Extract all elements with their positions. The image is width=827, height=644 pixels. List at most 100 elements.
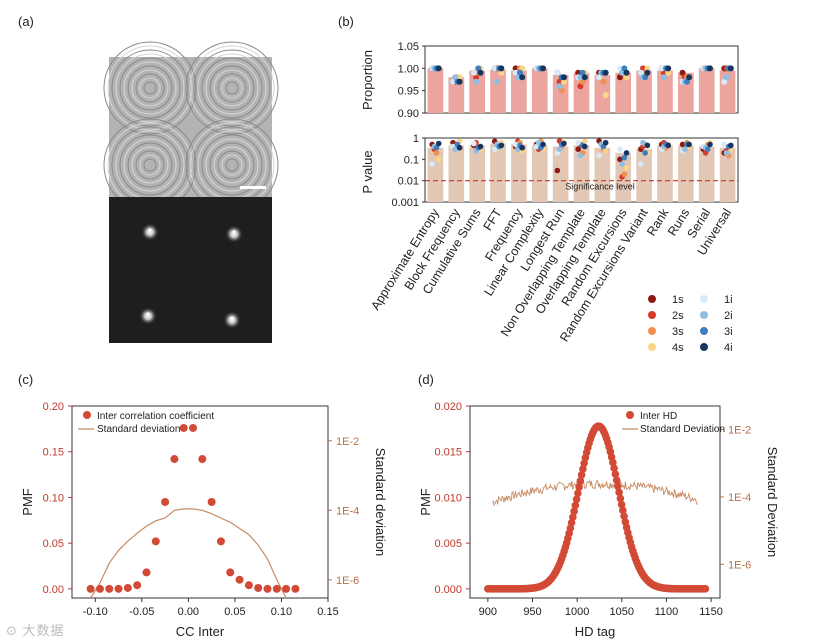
bright-spots: [139, 223, 243, 329]
proportion-bar: [511, 70, 527, 113]
y2-axis-label: Standard deviation: [373, 448, 388, 556]
x-tick-label: 1050: [610, 606, 634, 618]
ring: [201, 57, 263, 119]
proportion-point: [707, 65, 713, 72]
y-tick-label: 0.00: [43, 584, 64, 596]
ring: [111, 49, 189, 127]
y-axis-label: P value: [360, 150, 375, 193]
panel-label-b: (b): [338, 14, 354, 29]
pmf-point: [611, 470, 620, 478]
x-tick-label: 0.00: [178, 606, 199, 618]
proportion-point: [452, 74, 459, 81]
pmf-point: [235, 575, 244, 584]
proportion-point: [665, 65, 672, 72]
ring: [189, 45, 275, 131]
y2-tick-label: 1E-4: [728, 492, 751, 504]
std-deviation-line: [90, 508, 287, 599]
ring: [115, 53, 185, 123]
pmf-point: [142, 568, 151, 577]
pmf-point: [574, 489, 582, 498]
pmf-point: [571, 501, 580, 510]
pmf-point: [254, 583, 263, 592]
pvalue-bar: [657, 145, 673, 202]
pvalue-point: [433, 150, 440, 156]
pmf-point: [95, 584, 104, 593]
pmf-point: [198, 455, 207, 464]
legend-marker: [626, 411, 634, 419]
pvalue-point: [512, 141, 519, 148]
ring: [221, 77, 243, 99]
proportion-point: [540, 65, 547, 72]
pvalue-point: [602, 148, 609, 154]
pvalue-point: [707, 141, 713, 148]
pvalue-point: [498, 142, 505, 149]
proportion-point: [575, 69, 582, 76]
legend-label: Inter correlation coefficient: [97, 411, 214, 422]
y-tick-label: 1: [413, 133, 419, 145]
legend-marker: [648, 327, 656, 335]
pmf-point: [612, 476, 621, 484]
proportion-bar: [531, 68, 548, 113]
watermark: ⊙ 大数据: [6, 623, 65, 638]
proportion-point: [477, 69, 484, 76]
panel-label-c: (c): [18, 372, 34, 387]
ring: [103, 41, 197, 135]
proportion-point: [600, 78, 607, 85]
ring: [135, 73, 165, 103]
ring: [213, 146, 251, 184]
pvalue-point: [433, 144, 440, 151]
pmf-point: [216, 537, 225, 546]
speckle-spot: [141, 223, 159, 241]
ring: [139, 77, 161, 99]
ring: [205, 61, 259, 115]
panel-label-a: (a): [18, 14, 34, 29]
speckle-spot-core: [146, 312, 150, 316]
ring: [127, 142, 173, 188]
proportion-point: [556, 78, 563, 85]
ring: [201, 134, 263, 196]
pmf-point: [179, 423, 188, 432]
proportion-point: [514, 74, 521, 81]
panel-a-images: [103, 41, 279, 343]
pmf-point: [282, 584, 291, 593]
x-tick-label: 900: [479, 606, 497, 618]
pvalue-point: [596, 152, 602, 159]
legend-marker: [700, 311, 708, 319]
ring: [221, 154, 243, 176]
pvalue-point: [642, 150, 648, 156]
proportion-point: [491, 65, 498, 72]
y2-tick-label: 1E-6: [728, 559, 751, 571]
ring: [119, 134, 181, 196]
y-tick-label: 0.001: [391, 197, 419, 209]
pvalue-point: [435, 156, 442, 163]
y-tick-label: 0.01: [398, 176, 419, 188]
proportion-point: [493, 78, 500, 85]
pvalue-bar: [469, 145, 485, 202]
x-tick-label: 1100: [655, 606, 679, 618]
proportion-point: [623, 74, 630, 81]
proportion-point: [619, 69, 626, 76]
x-tick-label: 0.05: [224, 606, 245, 618]
pmf-point: [616, 494, 625, 503]
pmf-point: [575, 483, 583, 491]
proportion-bar: [490, 69, 506, 113]
proportion-point: [616, 65, 623, 72]
y-tick-label: 0.20: [43, 401, 64, 413]
pvalue-point: [582, 143, 588, 150]
x-axis-label: HD tag: [575, 624, 615, 639]
proportion-bar: [448, 77, 465, 113]
ring: [119, 57, 181, 119]
pvalue-point: [554, 167, 561, 174]
y2-axis-label: Standard Deviation: [765, 447, 780, 558]
proportion-point: [602, 92, 609, 99]
pvalue-point: [705, 146, 711, 152]
pvalue-point: [477, 143, 484, 150]
pmf-point: [576, 477, 585, 485]
pmf-point: [291, 584, 300, 593]
proportion-bar: [615, 72, 632, 113]
ring-patterns: [103, 41, 279, 212]
ring: [209, 142, 255, 188]
legend-label: 1s: [672, 294, 684, 306]
y-tick-label: 0.000: [434, 584, 462, 596]
panel-b: 0.90 0.95 1.00 1.05 Proportion Significance l…: [360, 41, 739, 354]
